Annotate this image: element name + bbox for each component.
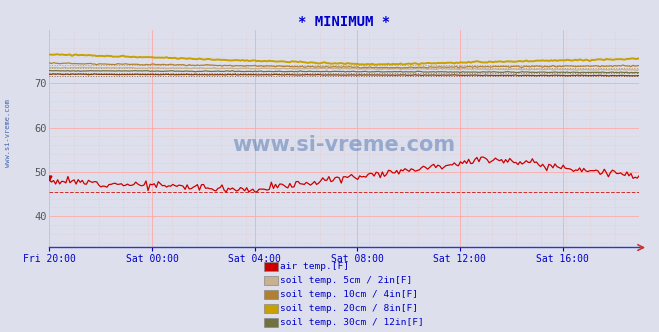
Title: * MINIMUM *: * MINIMUM * [299,15,390,29]
Text: soil temp. 30cm / 12in[F]: soil temp. 30cm / 12in[F] [280,318,424,327]
Text: www.si-vreme.com: www.si-vreme.com [233,135,456,155]
Text: air temp.[F]: air temp.[F] [280,262,349,271]
Text: soil temp. 5cm / 2in[F]: soil temp. 5cm / 2in[F] [280,276,413,285]
Text: soil temp. 10cm / 4in[F]: soil temp. 10cm / 4in[F] [280,290,418,299]
Text: soil temp. 20cm / 8in[F]: soil temp. 20cm / 8in[F] [280,304,418,313]
Text: www.si-vreme.com: www.si-vreme.com [5,99,11,167]
